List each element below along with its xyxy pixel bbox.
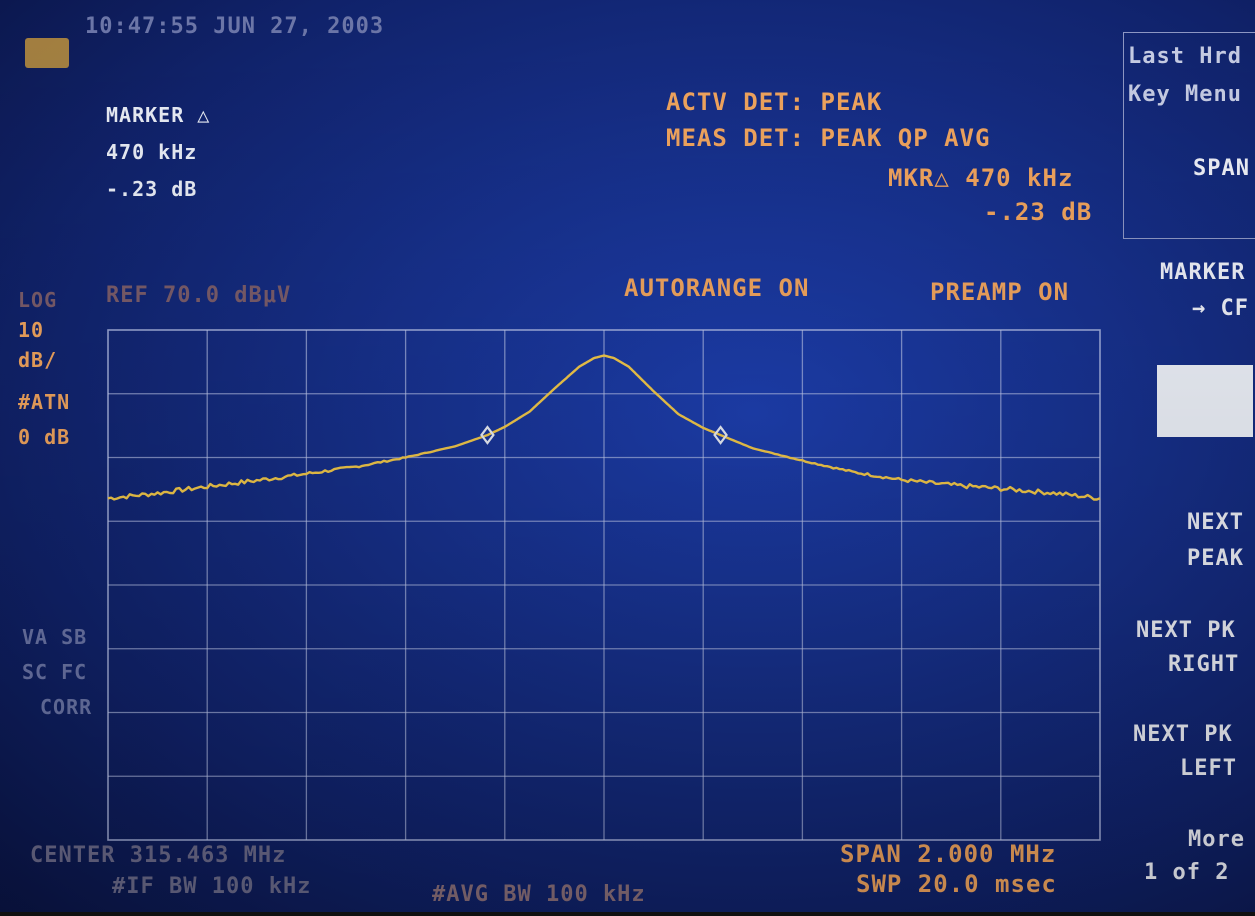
softkey-more-line1[interactable]: More (1188, 827, 1245, 852)
resolution-bandwidth: #IF BW 100 kHz (112, 874, 312, 899)
scale-value: 10 (18, 318, 45, 342)
spectrum-trace (107, 354, 1101, 501)
marker-title: MARKER △ (106, 103, 211, 127)
timestamp: 10:47:55 JUN 27, 2003 (85, 14, 385, 39)
softkey-next-peak-line1[interactable]: NEXT (1187, 510, 1244, 535)
marker-freq: 470 kHz (106, 140, 198, 164)
active-detector: ACTV DET: PEAK (666, 88, 883, 116)
scale-unit: dB/ (18, 348, 58, 372)
softkey-span[interactable]: SPAN (1193, 156, 1250, 181)
autorange-status: AUTORANGE ON (624, 274, 810, 302)
preamp-status: PREAMP ON (930, 278, 1070, 306)
trace-layer (107, 354, 1101, 501)
marker-delta-level: -.23 dB (984, 198, 1093, 226)
scale-type: LOG (18, 288, 58, 312)
softkey-next-pk-left-line1[interactable]: NEXT PK (1133, 722, 1233, 747)
indicator-sc-fc: SC FC (22, 660, 88, 684)
marker-level: -.23 dB (106, 177, 198, 201)
indicator-corr: CORR (40, 695, 93, 719)
screen-bezel-edge (0, 912, 1255, 916)
span-value: SPAN 2.000 MHz (840, 840, 1057, 868)
reference-level: REF 70.0 dBμV (106, 283, 292, 308)
average-bandwidth: #AVG BW 100 kHz (432, 882, 646, 907)
indicator-va-sb: VA SB (22, 625, 88, 649)
softkey-last-hrd[interactable]: Last Hrd (1128, 44, 1242, 69)
attenuation-value: 0 dB (18, 425, 71, 449)
softkey-marker-cf-line1[interactable]: MARKER (1160, 260, 1246, 285)
softkey-next-pk-left-line2[interactable]: LEFT (1180, 756, 1237, 781)
softkey-more-line2[interactable]: 1 of 2 (1144, 860, 1230, 885)
sweep-time: SWP 20.0 msec (856, 870, 1057, 898)
marker-layer (480, 425, 728, 445)
softkey-key-menu[interactable]: Key Menu (1128, 82, 1242, 107)
attenuation-label: #ATN (18, 390, 71, 414)
status-badge (25, 38, 69, 68)
marker-delta-freq: MKR△ 470 kHz (888, 164, 1074, 192)
measurement-detector: MEAS DET: PEAK QP AVG (666, 124, 991, 152)
center-frequency: CENTER 315.463 MHz (30, 843, 287, 868)
selected-softkey[interactable] (1157, 365, 1253, 437)
softkey-next-pk-right-line2[interactable]: RIGHT (1168, 652, 1240, 677)
softkey-menu-box (1123, 32, 1255, 239)
softkey-marker-cf-line2[interactable]: → CF (1192, 296, 1249, 321)
softkey-next-pk-right-line1[interactable]: NEXT PK (1136, 618, 1236, 643)
softkey-next-peak-line2[interactable]: PEAK (1187, 546, 1244, 571)
graticule (107, 329, 1101, 841)
delta-marker (713, 425, 728, 445)
reference-marker (480, 425, 495, 445)
